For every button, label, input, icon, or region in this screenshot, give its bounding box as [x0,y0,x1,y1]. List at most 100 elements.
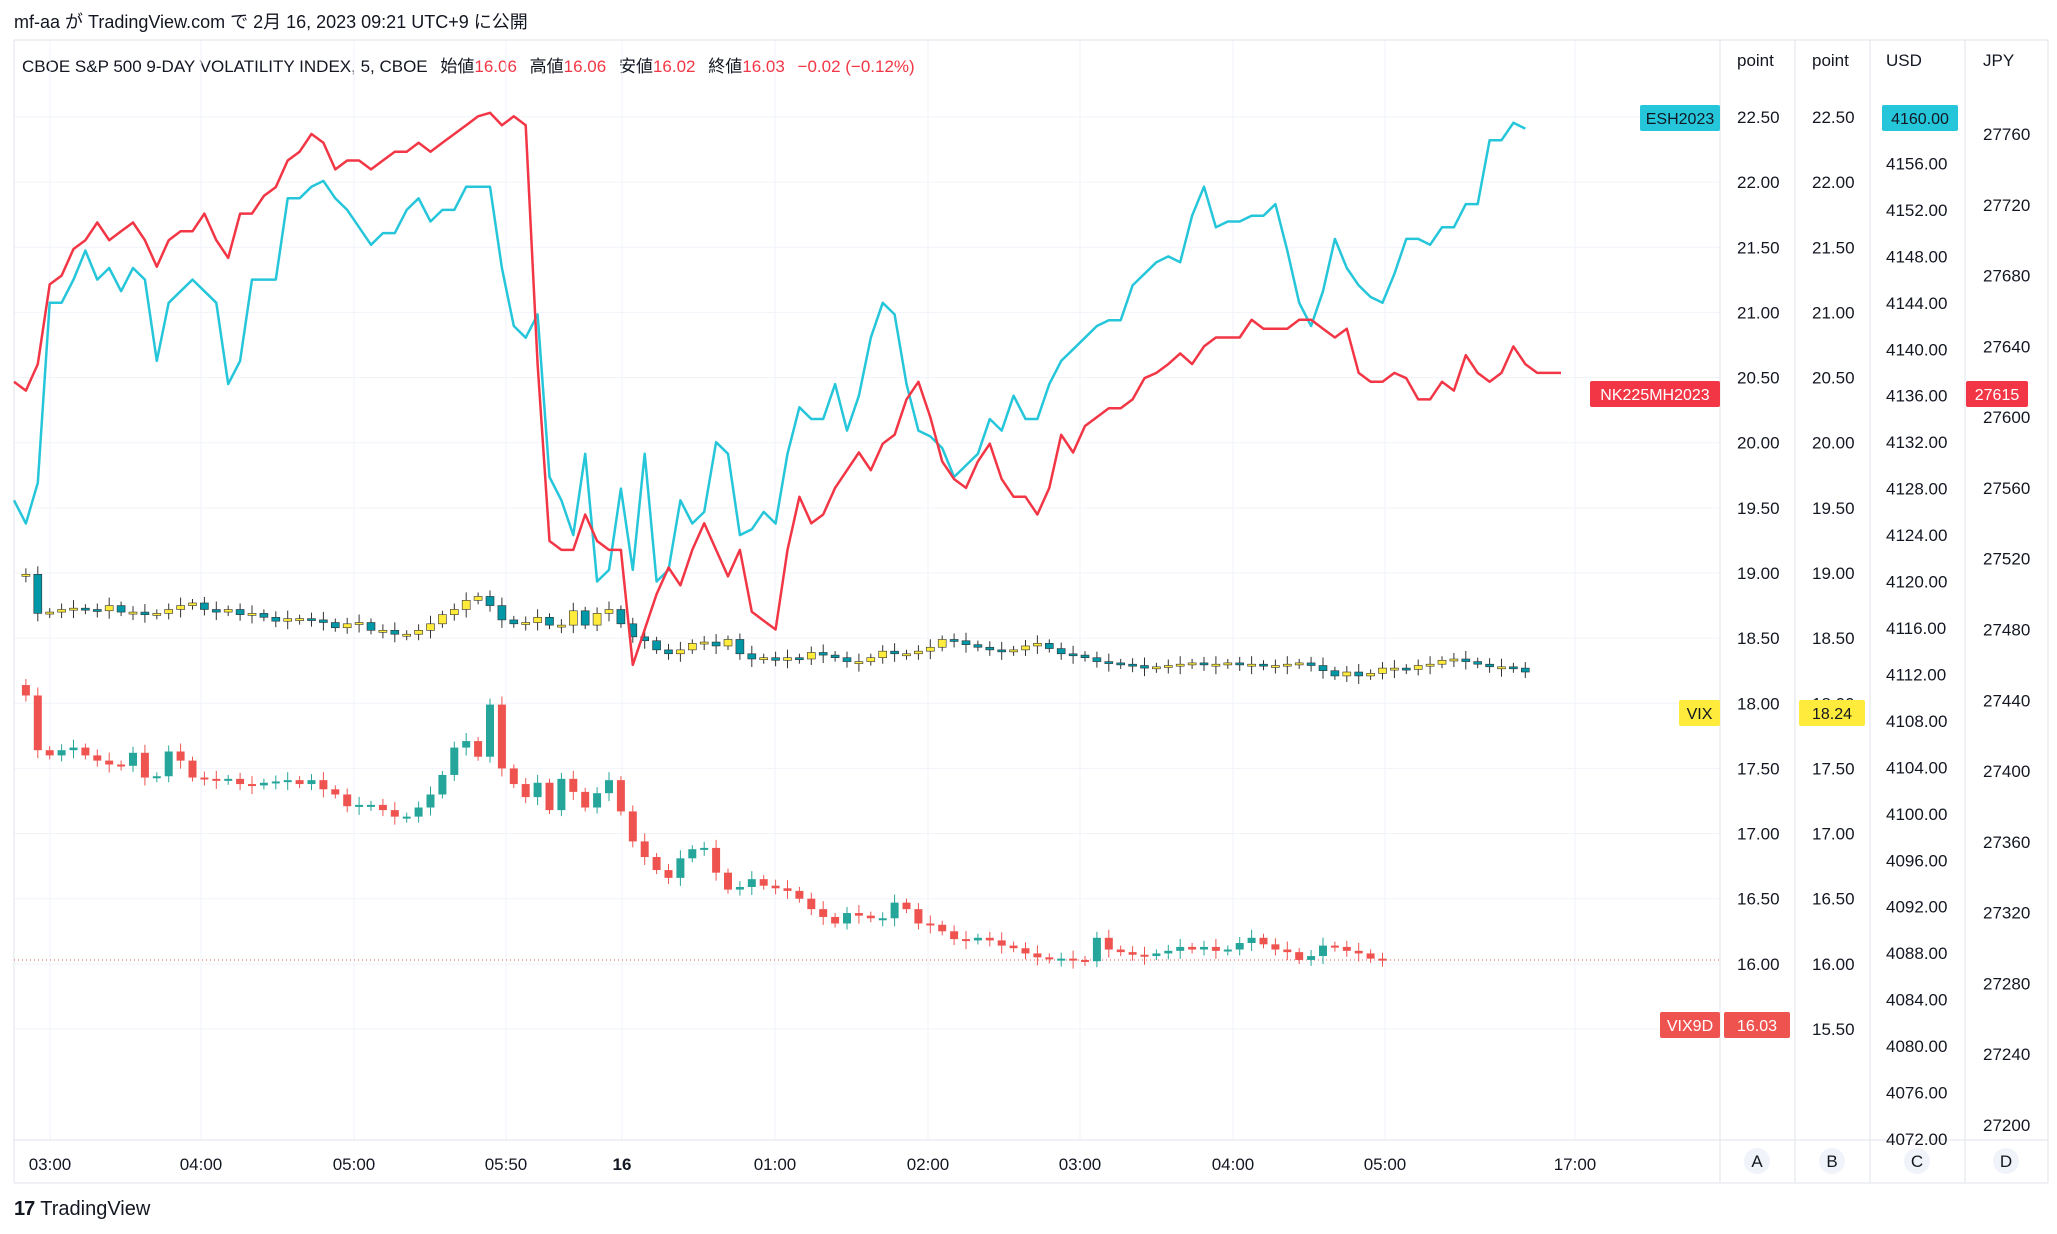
axis-a-tick-label: 21.50 [1737,238,1780,257]
axis-c-tick-label: 4144.00 [1886,294,1947,313]
axis-b-tick-label: 21.00 [1812,303,1855,322]
axis-b-tick-label: 22.00 [1812,173,1855,192]
vix-candle [152,613,162,616]
axis-d-tick-label: 27520 [1983,550,2030,569]
vix9d-candle [390,810,399,817]
vix-candle [1045,643,1054,649]
vix9d-last-badge-bg [1724,1012,1790,1038]
vix-name-badge-bg [1679,700,1720,726]
vix-candle [164,609,173,614]
axis-C-button[interactable]: C [1904,1148,1930,1174]
axis-B-button[interactable]: B [1819,1148,1845,1174]
vix-candle [1402,667,1411,671]
axis-c-tick-label: 4128.00 [1886,480,1947,499]
vix-candle [402,633,412,637]
vix-candle [759,657,769,660]
symbol-legend: CBOE S&P 500 9-DAY VOLATILITY INDEX, 5, … [22,52,915,77]
axis-c-tick-label: 4140.00 [1886,340,1947,359]
vix-candle [21,574,31,577]
vix-candle [1366,673,1375,677]
vix-candle [57,609,66,613]
time-tick-label: 05:00 [1364,1155,1407,1174]
legend-low-label: 安値 [618,57,653,76]
vix-candle [366,622,376,631]
axis-d-tick-label: 27200 [1983,1116,2030,1135]
vix9d-candle [319,780,328,790]
vix-name-badge-text: VIX [1687,706,1713,723]
axis-b-tick-label: 16.00 [1812,955,1855,974]
axis-D-button[interactable]: D [1993,1148,2019,1174]
vix-candle [128,611,138,615]
vix-candle [1437,659,1447,665]
axis-A-unit-label: point [1737,51,1774,70]
vix9d-candle [164,751,173,777]
vix9d-candle [557,778,566,811]
axis-A-button[interactable]: A [1744,1148,1770,1174]
vix9d-candle [450,747,459,775]
axis-d-tick-label: 27280 [1983,974,2030,993]
vix9d-candle [640,841,649,858]
vix9d-candle [259,782,268,786]
vix9d-candle [819,909,828,917]
vix9d-candle [985,937,994,941]
vix9d-candle [57,750,66,756]
axis-b-tick-label: 20.50 [1812,369,1855,388]
time-tick-label: 03:00 [1059,1155,1102,1174]
axis-A: 22.50 22.00 21.50 21.00 20.50 20.00 19.50 19.00… [1737,108,1780,1039]
axis-d-tick-label: 27480 [1983,621,2030,640]
vix-candle [1140,665,1149,669]
vix-candle [545,616,554,626]
tradingview-logo-text: TradingView [40,1198,151,1220]
vix9d-candle [93,755,102,761]
vix9d-candle [497,704,506,769]
vix-candle [1164,665,1173,668]
vix-candle [1413,665,1423,670]
vix9d-candle [1152,953,1161,957]
vix9d-candle [724,872,732,890]
vix9d-candle [426,794,435,808]
axis-a-tick-label: 18.00 [1737,694,1780,713]
axis-button-label: C [1911,1152,1923,1171]
vix9d-candle [783,888,792,891]
vix-candle [997,649,1007,653]
vix9d-candle [45,750,54,756]
vix-candle [247,613,257,616]
publish-caption: mf-aa が TradingView.com で 2月 16, 2023 09… [14,12,528,32]
esh2023-name-badge-bg [1640,105,1720,131]
vix-candle [93,609,102,612]
tradingview-logo[interactable]: 17 TradingView [14,1198,150,1221]
vix-candle [806,652,816,660]
vix-candle [557,624,566,628]
vix-candle [116,605,126,613]
esh2023-line [12,121,1526,583]
vix-candle [878,650,888,658]
axis-d-tick-label: 27640 [1983,337,2030,356]
vix9d-candle [212,778,221,781]
vix-candle [1104,661,1114,664]
axis-d-tick-label: 27240 [1983,1045,2030,1064]
axis-c-tick-label: 4072.00 [1886,1130,1947,1149]
vix-candles [21,566,1530,684]
vix9d-candle [414,807,423,817]
axis-b-tick-label: 19.00 [1812,564,1855,583]
vix9d-candle [1295,952,1304,960]
vix9d-candle [628,811,637,842]
nk225mh2023-name-badge-bg [1590,381,1720,407]
vix-last-badge-bg [1799,700,1865,726]
vix-name-badge: VIX [1679,700,1720,726]
axis-B: 22.50 22.00 21.50 21.00 20.50 20.00 19.50 19.00… [1812,108,1855,1039]
axis-button-label: B [1826,1152,1837,1171]
axis-c-tick-label: 4084.00 [1886,991,1947,1010]
vix-candle [1092,657,1102,662]
vix9d-candle [1307,956,1316,960]
vix9d-candle [878,918,887,921]
vix9d-candle [1283,949,1292,953]
axis-b-tick-label: 19.50 [1812,499,1855,518]
vix9d-candle [581,791,590,808]
vix9d-candle [1033,953,1042,958]
vix9d-candle [1354,950,1363,954]
time-tick-label: 05:00 [333,1155,376,1174]
vix-candle [271,616,281,622]
vix9d-candle [33,695,42,751]
